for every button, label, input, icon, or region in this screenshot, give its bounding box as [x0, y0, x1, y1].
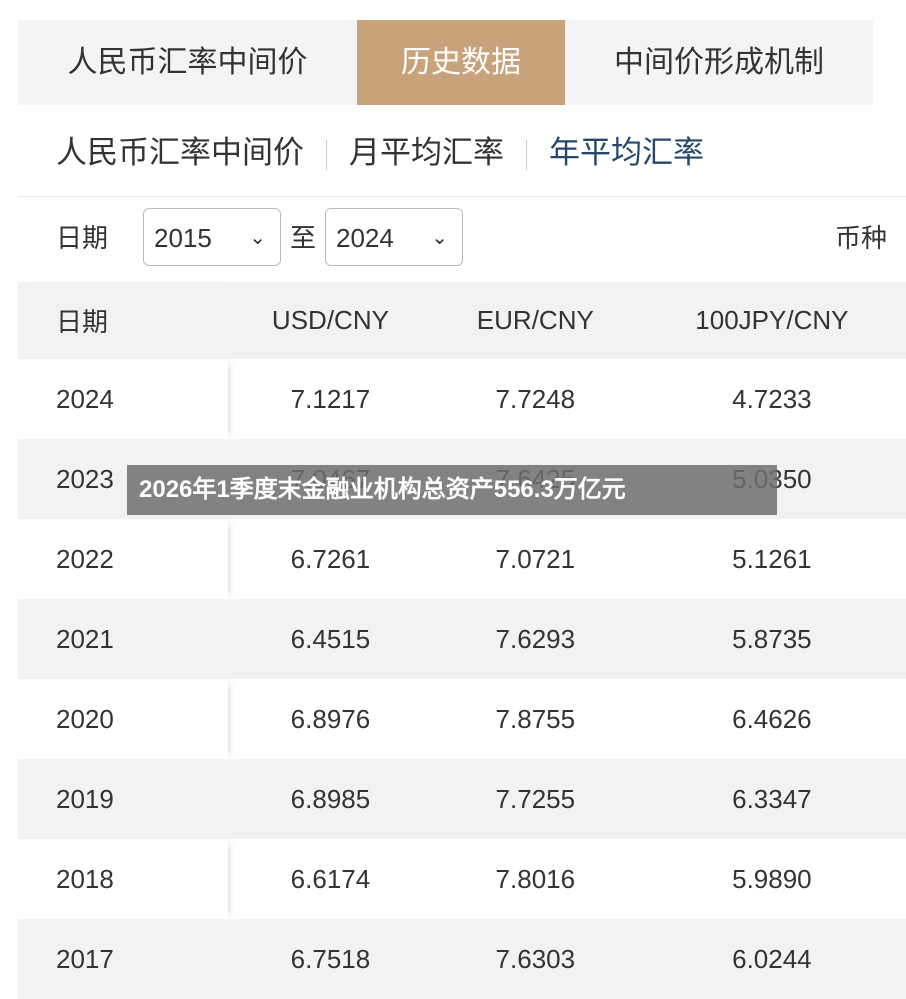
- tab[interactable]: 人民币汇率中间价: [67, 46, 308, 79]
- sub-tab[interactable]: 月平均汇率: [349, 135, 504, 170]
- sub-tab[interactable]: 年平均汇率: [549, 135, 704, 170]
- table-row: 2019 6.8985 7.7255 6.3347: [18, 759, 906, 839]
- table-row: 2022 6.7261 7.0721 5.1261: [18, 519, 906, 599]
- filter-label: 日期: [56, 223, 109, 253]
- table-cell: 2017: [18, 919, 228, 999]
- table-cell: 2020: [18, 679, 228, 759]
- table-cell: 6.4515: [228, 599, 433, 679]
- rate-table: 日期 USD/CNY EUR/CNY 100JPY/CNY 2024 7.1217 7.72…: [18, 282, 906, 999]
- filter-label: 币种: [835, 223, 888, 253]
- sub-tab[interactable]: 人民币汇率中间价: [56, 135, 304, 170]
- select-start-year[interactable]: 2015 ⌄: [143, 208, 281, 266]
- table-cell: 7.8755: [495, 703, 576, 734]
- column-header: 日期: [18, 282, 228, 359]
- table-row: 2021 6.4515 7.6293 5.8735: [18, 599, 906, 679]
- select-value: 2024: [336, 223, 394, 253]
- table-cell: 2022: [18, 519, 228, 599]
- table-cell: 7.6293: [432, 599, 638, 679]
- table-cell: 6.6174: [290, 863, 371, 894]
- table-cell: 5.8735: [637, 599, 906, 679]
- select-end-year[interactable]: 2024 ⌄: [325, 208, 463, 266]
- table-cell: 6.3347: [637, 759, 906, 839]
- filter-label: 至: [290, 223, 317, 253]
- tab-active[interactable]: 历史数据: [357, 20, 565, 105]
- table-cell: 7.1217: [290, 383, 371, 414]
- table-cell: 4.7233: [732, 383, 812, 414]
- table-cell: 6.4626: [732, 703, 812, 734]
- table-cell: 2021: [18, 599, 228, 679]
- column-header: USD/CNY: [228, 282, 433, 359]
- select-value: 2015: [154, 223, 212, 253]
- table-row: 2017 6.7518 7.6303 6.0244: [18, 919, 906, 999]
- table-cell: 7.7248: [495, 383, 576, 414]
- tab-bar: 人民币汇率中间价 历史数据 中间价形成机制: [18, 20, 873, 105]
- table-cell: 6.7261: [290, 543, 371, 574]
- table-cell: 6.0244: [637, 919, 906, 999]
- table-cell: 7.7255: [432, 759, 638, 839]
- table-cell: 2024: [18, 359, 228, 439]
- table-cell: 7.0721: [495, 543, 576, 574]
- filter-row: 日期 2015 ⌄ 至 2024 ⌄ 币种: [18, 208, 906, 268]
- table-cell: 2019: [18, 759, 228, 839]
- table-cell: 6.7518: [228, 919, 433, 999]
- news-banner[interactable]: 2026年1季度末金融业机构总资产556.3万亿元: [127, 465, 777, 515]
- table-cell: 6.8985: [228, 759, 433, 839]
- sub-tabs: 人民币汇率中间价 月平均汇率 年平均汇率: [18, 125, 704, 180]
- table-row: 2024 7.1217 7.7248 4.7233: [18, 359, 906, 439]
- table-cell: 7.8016: [495, 863, 576, 894]
- table-cell: 2018: [18, 839, 228, 919]
- table-cell: 5.1261: [732, 543, 812, 574]
- table-cell: 7.6303: [432, 919, 638, 999]
- column-header: 100JPY/CNY: [637, 282, 906, 359]
- column-header: EUR/CNY: [432, 282, 638, 359]
- table-row: 2020 6.8976 7.8755 6.4626: [18, 679, 906, 759]
- tab[interactable]: 中间价形成机制: [614, 46, 824, 79]
- table-cell: 6.8976: [290, 703, 371, 734]
- table-cell: 5.9890: [732, 863, 812, 894]
- table-row: 2018 6.6174 7.8016 5.9890: [18, 839, 906, 919]
